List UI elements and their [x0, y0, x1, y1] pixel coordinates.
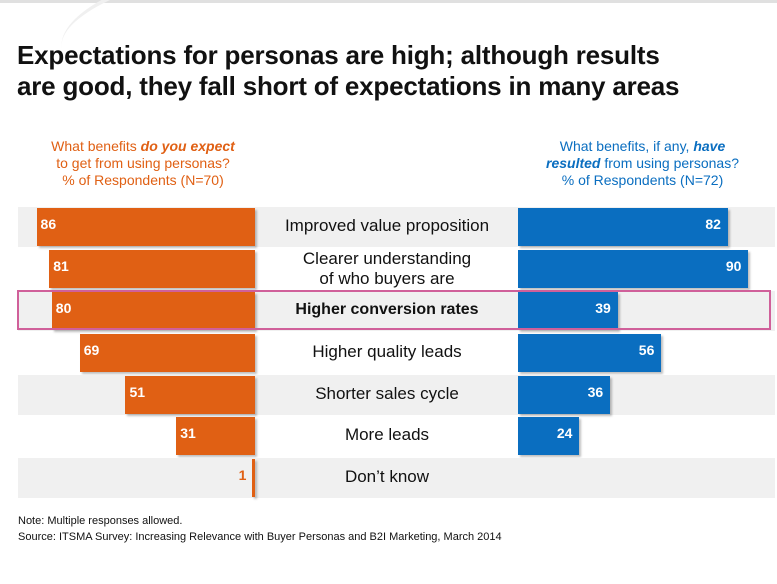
- expected-value-label: 80: [55, 300, 72, 316]
- category-label: Higher conversion rates: [262, 300, 512, 320]
- row-background: [18, 458, 775, 498]
- category-label-line: Improved value proposition: [284, 216, 490, 235]
- expected-header-line2: to get from using personas?: [56, 155, 230, 171]
- resulted-header-emphasis: have: [693, 138, 726, 154]
- category-label-line: of who buyers are: [319, 269, 455, 288]
- category-label: Higher quality leads: [262, 342, 512, 362]
- resulted-value-label: 36: [587, 384, 604, 400]
- resulted-bar: 90: [518, 250, 749, 288]
- top-border: [0, 0, 777, 3]
- resulted-value-label: 24: [556, 425, 573, 441]
- category-label-line: Clearer understanding: [302, 249, 472, 268]
- expected-bar: 81: [49, 250, 255, 288]
- note-text: Note: Multiple responses allowed.: [18, 515, 183, 527]
- category-label: Shorter sales cycle: [262, 384, 512, 404]
- resulted-value-label: 39: [595, 300, 611, 316]
- expected-header-text: What benefits: [51, 138, 141, 154]
- title-line-2: are good, they fall short of expectation…: [17, 71, 680, 101]
- category-label: Don’t know: [262, 467, 512, 487]
- category-label-line: More leads: [344, 425, 430, 444]
- resulted-header-sub: % of Respondents (N=72): [561, 172, 724, 188]
- highlight-box: [17, 290, 771, 330]
- expected-header: What benefits do you expect to get from …: [18, 138, 268, 189]
- title-line-1: Expectations for personas are high; alth…: [17, 40, 660, 70]
- expected-value-label: 1: [238, 467, 247, 483]
- expected-bar: 86: [36, 208, 255, 246]
- expected-bar: 80: [51, 292, 255, 330]
- resulted-header-text: What benefits, if any,: [559, 138, 694, 154]
- category-label-line: Higher quality leads: [312, 342, 462, 361]
- resulted-header-emphasis-2: resulted: [546, 155, 601, 171]
- resulted-value-label: 56: [638, 342, 655, 358]
- resulted-value-label: 90: [725, 258, 742, 274]
- category-label-line: Shorter sales cycle: [315, 384, 459, 403]
- expected-value-label: 31: [180, 425, 196, 441]
- category-label-line: Don’t know: [344, 467, 430, 486]
- category-label: Clearer understanding of who buyers are: [262, 249, 512, 289]
- expected-bar: 51: [125, 376, 255, 414]
- expected-header-sub: % of Respondents (N=70): [62, 172, 224, 188]
- category-label-line: Higher conversion rates: [295, 301, 479, 318]
- source-text: Source: ITSMA Survey: Increasing Relevan…: [18, 531, 502, 543]
- expected-value-label: 51: [129, 384, 146, 400]
- expected-header-emphasis: do you expect: [140, 138, 235, 154]
- expected-value-label: 86: [40, 216, 57, 232]
- resulted-header: What benefits, if any, have resulted fro…: [510, 138, 775, 189]
- resulted-bar: 82: [518, 208, 728, 246]
- expected-bar: 1: [239, 459, 255, 497]
- resulted-header-line2: from using personas?: [600, 155, 739, 171]
- resulted-value-label: 82: [705, 216, 721, 232]
- resulted-bar: 39: [518, 292, 618, 330]
- resulted-bar: 56: [518, 334, 662, 372]
- expected-bar: 31: [176, 417, 255, 455]
- expected-bar: 69: [79, 334, 255, 372]
- resulted-bar: 24: [518, 417, 580, 455]
- category-label: Improved value proposition: [262, 216, 512, 236]
- slide-title: Expectations for personas are high; alth…: [17, 40, 679, 102]
- expected-value-label: 69: [83, 342, 100, 358]
- expected-value-label: 81: [53, 258, 69, 274]
- resulted-bar: 36: [518, 376, 611, 414]
- category-label: More leads: [262, 425, 512, 445]
